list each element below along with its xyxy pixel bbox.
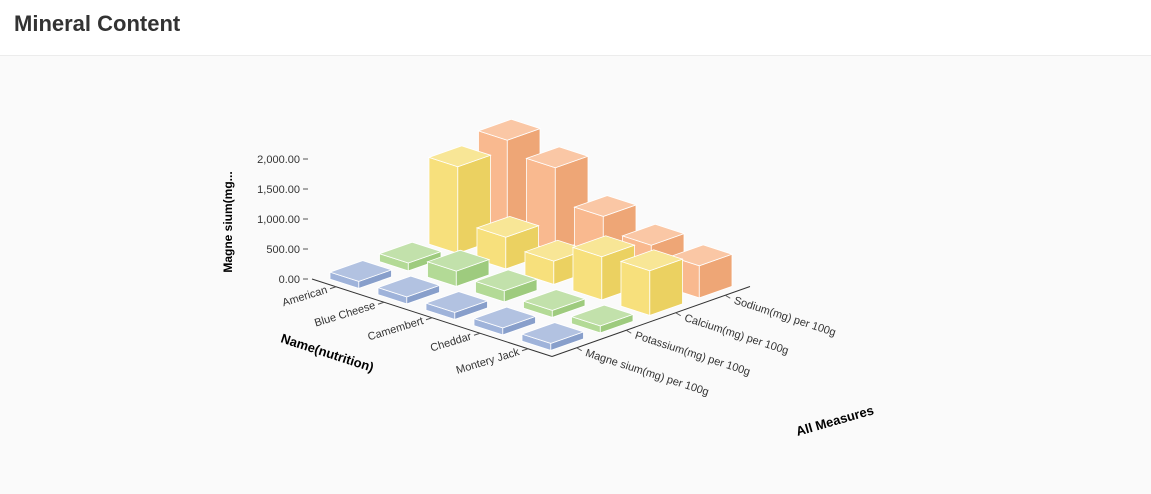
bar-face-top bbox=[570, 304, 635, 327]
bar-face-top bbox=[426, 249, 491, 272]
bar[interactable] bbox=[522, 289, 587, 318]
bar-face-top bbox=[424, 291, 489, 313]
category-label: Montery Jack bbox=[455, 346, 522, 377]
category-label: Camembert bbox=[366, 315, 424, 343]
bar[interactable] bbox=[619, 249, 684, 316]
category-label: Cheddar bbox=[429, 331, 473, 355]
page-title: Mineral Content bbox=[14, 11, 181, 36]
bar[interactable] bbox=[520, 322, 585, 351]
header: Mineral Content bbox=[0, 0, 1151, 56]
bar[interactable] bbox=[328, 260, 393, 289]
series-axis-line bbox=[551, 286, 751, 357]
bar-face-top bbox=[525, 146, 590, 169]
y-tick-label: 500.00 bbox=[266, 244, 300, 256]
bar3d-chart: 0.00 500.00 1,000.00 1,500.00 2,000.00 Americ… bbox=[221, 118, 875, 439]
bar-face-top bbox=[619, 249, 684, 272]
bar-face-top bbox=[522, 289, 587, 311]
y-tick-label: 1,500.00 bbox=[257, 184, 300, 196]
x-tick-mark bbox=[329, 286, 337, 290]
bar-face-top bbox=[621, 223, 686, 246]
bar-face-top bbox=[376, 275, 441, 298]
bar[interactable] bbox=[570, 304, 635, 334]
chart-area: 0.00 500.00 1,000.00 1,500.00 2,000.00 Americ… bbox=[0, 57, 1151, 489]
bar-face-top bbox=[475, 215, 540, 238]
bar[interactable] bbox=[426, 249, 491, 287]
bar-face-top bbox=[472, 306, 537, 329]
x-axis-title: Name(nutrition) bbox=[279, 331, 376, 375]
bar-face-top bbox=[474, 269, 539, 292]
bar-face-top bbox=[378, 241, 443, 264]
category-label: American bbox=[281, 284, 329, 309]
bar-face-top bbox=[573, 195, 638, 217]
bar[interactable] bbox=[474, 269, 539, 303]
x-tick-mark bbox=[425, 317, 433, 321]
category-label: Blue Cheese bbox=[313, 300, 377, 330]
bar[interactable] bbox=[424, 291, 489, 320]
bar[interactable] bbox=[376, 275, 441, 305]
bar[interactable] bbox=[472, 306, 537, 336]
bar-face-top bbox=[328, 260, 393, 282]
y-tick-label: 2,000.00 bbox=[257, 154, 300, 166]
bar-face-top bbox=[571, 235, 636, 258]
bar-face-top bbox=[477, 118, 542, 141]
bar-face-top bbox=[669, 244, 734, 267]
bar-face-front bbox=[428, 156, 459, 254]
z-tick-mark bbox=[625, 329, 632, 334]
x-tick-mark bbox=[473, 332, 481, 336]
bar-face-top bbox=[520, 322, 585, 344]
bar-face-top bbox=[427, 145, 492, 168]
y-tick-label: 1,000.00 bbox=[257, 214, 300, 226]
x-tick-mark bbox=[377, 301, 385, 305]
z-axis-title: All Measures bbox=[794, 402, 875, 439]
y-axis-title: Magne sium(mg... bbox=[221, 171, 235, 272]
x-tick-mark bbox=[521, 348, 529, 352]
z-tick-mark bbox=[675, 312, 682, 317]
z-tick-mark bbox=[724, 294, 731, 299]
y-tick-label: 0.00 bbox=[279, 274, 300, 286]
z-tick-mark bbox=[576, 347, 583, 352]
